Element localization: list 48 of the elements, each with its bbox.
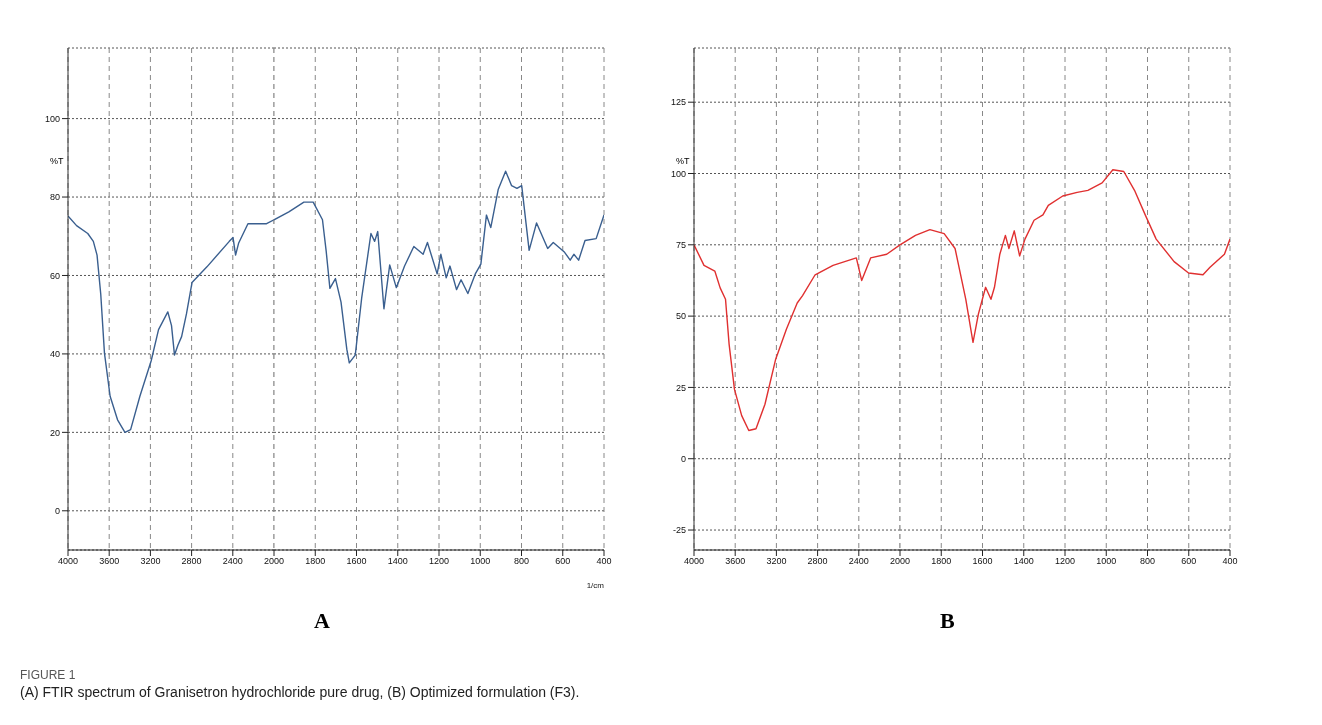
x-tick-label: 1000 <box>1096 556 1117 567</box>
y-tick-label: 100 <box>670 168 686 179</box>
x-tick-label: 1000 <box>470 556 491 567</box>
y-tick-label: 80 <box>49 192 60 203</box>
x-tick-label: 2000 <box>263 556 285 567</box>
y-tick-label: 60 <box>49 270 60 281</box>
x-tick-label: 400 <box>596 556 612 567</box>
x-tick-label: 2000 <box>889 556 911 567</box>
x-tick-label: 2400 <box>848 556 869 567</box>
x-tick-label: 3600 <box>725 556 746 567</box>
y-tick-label: 0 <box>54 505 60 516</box>
x-tick-label: 1600 <box>346 556 367 567</box>
x-tick-label: 1800 <box>305 556 326 567</box>
y-axis-title: %T <box>50 156 64 166</box>
x-tick-label: 800 <box>1139 556 1156 567</box>
y-tick-label: 75 <box>675 240 686 250</box>
y-tick-label: 100 <box>44 113 60 124</box>
x-tick-label: 600 <box>1181 556 1197 567</box>
x-tick-label: 4000 <box>683 556 705 567</box>
x-tick-label: 1600 <box>972 556 993 567</box>
x-tick-label: 1200 <box>1054 556 1076 567</box>
x-tick-label: 3200 <box>140 556 161 567</box>
y-tick-label: 25 <box>675 382 686 393</box>
x-tick-label: 2800 <box>181 556 202 567</box>
x-tick-label: 1400 <box>387 556 408 567</box>
x-tick-label: 800 <box>513 556 530 567</box>
x-tick-label: 2800 <box>807 556 828 567</box>
y-tick-label: 40 <box>49 349 60 360</box>
text: (A) FTIR spectrum of Granisetron hydrochloride pure drug, (B) Optimized formulation (F3). <box>20 684 581 700</box>
x-tick-label: 1400 <box>1013 556 1034 567</box>
x-tick-label: 2400 <box>222 556 243 567</box>
text: B <box>940 608 955 634</box>
y-axis-title: %T <box>676 156 690 166</box>
x-tick-label: 600 <box>555 556 571 567</box>
x-tick-label: 3600 <box>99 556 120 567</box>
text: A <box>314 608 330 634</box>
y-tick-label: 125 <box>670 97 686 108</box>
x-tick-label: 4000 <box>57 556 79 567</box>
x-tick-label: 1200 <box>428 556 450 567</box>
x-tick-label: 400 <box>1222 556 1238 567</box>
y-tick-label: 0 <box>680 453 686 464</box>
x-tick-label: 1800 <box>931 556 952 567</box>
x-axis-title: 1/cm <box>586 581 605 590</box>
y-tick-label: 50 <box>675 311 686 322</box>
x-tick-label: 3200 <box>766 556 787 567</box>
caption: FIGURE 1 <box>20 668 77 682</box>
y-tick-label: -25 <box>672 525 686 536</box>
y-tick-label: 20 <box>49 427 60 438</box>
